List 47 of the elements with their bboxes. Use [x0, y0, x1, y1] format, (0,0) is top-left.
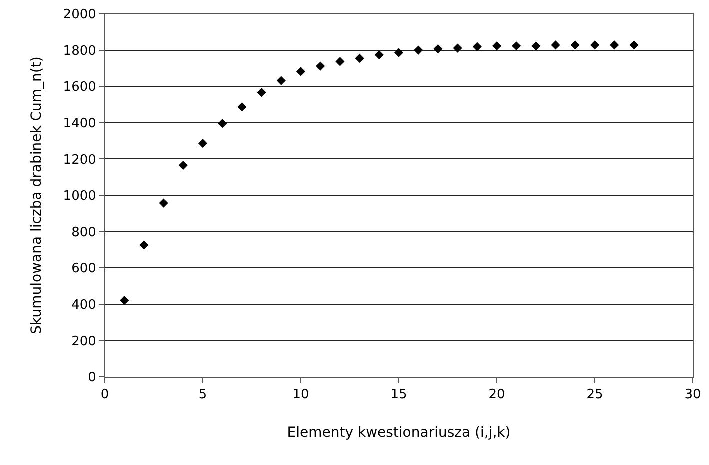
- y-tick-label: 0: [88, 370, 96, 386]
- point: [355, 54, 364, 64]
- point: [178, 161, 188, 170]
- y-tick-label: 400: [72, 298, 96, 313]
- point: [257, 88, 266, 98]
- point: [590, 40, 600, 50]
- y-tick-label: 1400: [63, 116, 96, 132]
- x-tick-label: 15: [390, 388, 408, 403]
- y-axis-title: Skumulowana liczba drabinek Cum_n(t): [28, 56, 45, 334]
- point: [570, 40, 580, 50]
- point: [336, 57, 345, 66]
- y-tick-label: 2000: [63, 8, 96, 23]
- point: [276, 76, 286, 86]
- point: [532, 42, 541, 51]
- point: [414, 46, 424, 55]
- x-tick-label: 10: [292, 388, 310, 403]
- point: [374, 50, 384, 60]
- point: [296, 67, 306, 76]
- point: [551, 40, 560, 50]
- x-tick-label: 25: [586, 388, 604, 403]
- y-tick-label: 800: [72, 225, 96, 240]
- y-tick-label: 1000: [63, 189, 96, 204]
- y-tick-label: 600: [72, 262, 96, 277]
- point: [610, 40, 620, 50]
- y-tick-label: 1200: [63, 152, 96, 168]
- point: [394, 48, 404, 58]
- point: [238, 102, 247, 112]
- point: [512, 42, 522, 51]
- point: [630, 40, 639, 50]
- y-tick-label: 200: [72, 334, 96, 350]
- point: [218, 119, 228, 128]
- point: [453, 44, 462, 53]
- x-axis-title: Elementy kwestionariusza (i,j,k): [287, 424, 511, 441]
- point: [159, 198, 168, 208]
- x-tick-label: 30: [684, 388, 702, 403]
- point: [120, 296, 130, 306]
- x-tick-label: 20: [488, 388, 506, 403]
- point: [140, 240, 149, 250]
- point: [492, 42, 502, 51]
- x-tick-label: 5: [198, 388, 208, 403]
- point: [198, 139, 208, 148]
- y-tick-label: 1800: [63, 44, 96, 59]
- point: [434, 44, 443, 54]
- point: [472, 42, 482, 52]
- y-tick-label: 1600: [63, 80, 96, 96]
- x-tick-label: 0: [100, 388, 110, 403]
- point: [316, 62, 326, 71]
